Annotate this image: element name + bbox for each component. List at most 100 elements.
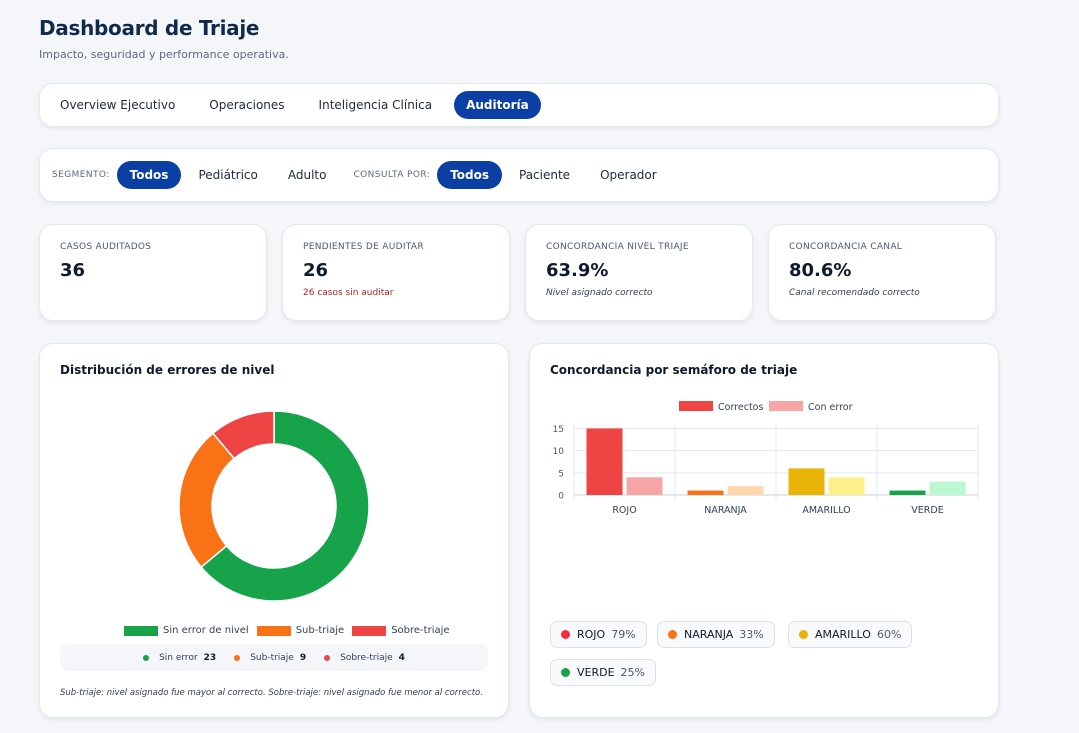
- tab-auditoria[interactable]: Auditoría: [454, 91, 541, 119]
- donut-chart: [178, 410, 370, 602]
- kpi-note: Nivel asignado correcto: [546, 288, 653, 298]
- bar-rojo-con-error[interactable]: [626, 477, 663, 495]
- legend-item-sub-triaje[interactable]: Sub-triaje: [256, 625, 345, 636]
- bar-verde-correctos[interactable]: [889, 490, 926, 495]
- kpi-value: 63.9%: [546, 260, 609, 281]
- legend-item-sin-error[interactable]: Sin error de nivel: [124, 625, 249, 636]
- pill-amarillo[interactable]: AMARILLO 60%: [788, 621, 913, 648]
- donut-slice-sin-error-de-nivel[interactable]: [200, 410, 370, 602]
- segmento-chip-adulto[interactable]: Adulto: [287, 168, 327, 182]
- pill-label: VERDE: [577, 666, 615, 679]
- status-dot: [561, 630, 570, 639]
- summary-sin-error: Sin error 23: [143, 653, 216, 663]
- legend-label: Sub-triaje: [295, 625, 345, 636]
- pill-pct: 60%: [876, 628, 902, 641]
- summary-count: 9: [299, 652, 307, 663]
- y-tick-label: 10: [553, 447, 565, 457]
- donut-slice-sub-triaje[interactable]: [178, 432, 236, 569]
- status-dot: [668, 630, 677, 639]
- page-header: Dashboard de Triaje Impacto, seguridad y…: [39, 16, 289, 61]
- kpi-label: CASOS AUDITADOS: [60, 242, 152, 252]
- x-tick-label: VERDE: [911, 505, 943, 516]
- x-tick-label: NARANJA: [704, 505, 747, 516]
- bar-naranja-correctos[interactable]: [687, 490, 724, 495]
- kpi-note: 26 casos sin auditar: [303, 288, 394, 298]
- kpi-value: 80.6%: [789, 260, 852, 281]
- legend-label: Correctos: [718, 402, 763, 413]
- status-dot: [561, 668, 570, 677]
- summary-label: Sobre-triaje: [340, 652, 393, 663]
- donut-legend: Sin error de nivel Sub-triaje Sobre-tria…: [124, 625, 458, 636]
- status-dot: [324, 654, 331, 661]
- tab-inteligencia-clinica[interactable]: Inteligencia Clínica: [318, 98, 433, 112]
- segmento-label: SEGMENTO:: [52, 170, 110, 180]
- legend-label: Sin error de nivel: [163, 625, 249, 636]
- tab-operaciones[interactable]: Operaciones: [209, 98, 285, 112]
- y-tick-label: 5: [558, 469, 564, 479]
- pill-label: NARANJA: [684, 628, 734, 641]
- summary-label: Sin error: [159, 652, 198, 663]
- legend-swatch: [256, 625, 291, 636]
- kpi-label: PENDIENTES DE AUDITAR: [303, 242, 424, 252]
- x-tick-label: AMARILLO: [802, 505, 850, 516]
- summary-count: 4: [398, 652, 405, 663]
- kpi-label: CONCORDANCIA CANAL: [789, 242, 903, 252]
- legend-swatch: [352, 625, 387, 636]
- consulta-chip-operador[interactable]: Operador: [600, 168, 657, 182]
- bar-verde-con-error[interactable]: [929, 481, 966, 495]
- legend-swatch[interactable]: [769, 401, 803, 411]
- y-tick-label: 0: [558, 492, 564, 502]
- donut-slice-sobre-triaje[interactable]: [211, 410, 275, 460]
- kpi-card-concordancia-nivel: CONCORDANCIA NIVEL TRIAJE 63.9% Nivel as…: [525, 224, 753, 321]
- kpi-note: Canal recomendado correcto: [789, 288, 920, 298]
- segmento-chip-todos[interactable]: Todos: [116, 161, 182, 189]
- pill-verde[interactable]: VERDE 25%: [550, 659, 656, 686]
- legend-swatch[interactable]: [679, 401, 713, 411]
- filter-bar: SEGMENTO: Todos Pediátrico Adulto CONSUL…: [39, 148, 999, 202]
- consulta-chip-paciente[interactable]: Paciente: [519, 168, 571, 182]
- kpi-card-concordancia-canal: CONCORDANCIA CANAL 80.6% Canal recomenda…: [768, 224, 996, 321]
- legend-item-sobre-triaje[interactable]: Sobre-triaje: [352, 625, 450, 636]
- pill-pct: 79%: [611, 628, 636, 641]
- pill-label: AMARILLO: [815, 628, 871, 641]
- summary-sub-triaje: Sub-triaje 9: [234, 653, 306, 663]
- error-distribution-panel: Distribución de errores de nivel Sin err…: [39, 343, 509, 718]
- y-tick-label: 15: [553, 425, 564, 435]
- consulta-label: CONSULTA POR:: [353, 170, 431, 180]
- kpi-card-casos-auditados: CASOS AUDITADOS 36: [39, 224, 267, 321]
- error-summary: Sin error 23 Sub-triaje 9 Sobre-triaje 4: [60, 644, 488, 671]
- status-dot: [799, 630, 808, 639]
- legend-label: Con error: [808, 402, 853, 413]
- pill-pct: 25%: [620, 666, 645, 679]
- x-tick-label: ROJO: [612, 505, 636, 516]
- summary-label: Sub-triaje: [250, 652, 294, 663]
- bar-rojo-correctos[interactable]: [586, 428, 623, 495]
- summary-count: 23: [203, 652, 217, 663]
- tab-bar: Overview Ejecutivo Operaciones Inteligen…: [39, 83, 999, 127]
- kpi-value: 36: [60, 260, 86, 281]
- pill-naranja[interactable]: NARANJA 33%: [657, 621, 775, 648]
- segmento-chip-pediatrico[interactable]: Pediátrico: [198, 168, 258, 182]
- page-title: Dashboard de Triaje: [39, 16, 260, 40]
- bar-amarillo-correctos[interactable]: [788, 468, 825, 495]
- status-dot: [143, 654, 150, 661]
- bar-naranja-con-error[interactable]: [727, 486, 764, 495]
- kpi-label: CONCORDANCIA NIVEL TRIAJE: [546, 242, 689, 252]
- legend-label: Sobre-triaje: [391, 625, 450, 636]
- panel-title: Distribución de errores de nivel: [60, 363, 275, 377]
- status-dot: [234, 654, 241, 661]
- bar-amarillo-con-error[interactable]: [828, 477, 865, 495]
- legend-swatch: [124, 625, 158, 636]
- kpi-card-pendientes: PENDIENTES DE AUDITAR 26 26 casos sin au…: [282, 224, 510, 321]
- footnote: Sub-triaje: nivel asignado fue mayor al …: [60, 688, 483, 698]
- bar-chart: Correctos Con error 0 5 10 15 ROJO NARANJA AMARI…: [553, 401, 979, 516]
- pill-label: ROJO: [577, 628, 606, 641]
- panel-title: Concordancia por semáforo de triaje: [550, 363, 798, 377]
- page-subtitle: Impacto, seguridad y performance operati…: [39, 48, 289, 61]
- summary-sobre-triaje: Sobre-triaje 4: [324, 653, 405, 663]
- semaforo-concordance-panel: Concordancia por semáforo de triaje Corr…: [529, 343, 999, 718]
- pill-rojo[interactable]: ROJO 79%: [550, 621, 647, 648]
- consulta-chip-todos[interactable]: Todos: [437, 161, 502, 189]
- tab-overview-ejecutivo[interactable]: Overview Ejecutivo: [60, 98, 176, 112]
- pill-pct: 33%: [739, 628, 764, 641]
